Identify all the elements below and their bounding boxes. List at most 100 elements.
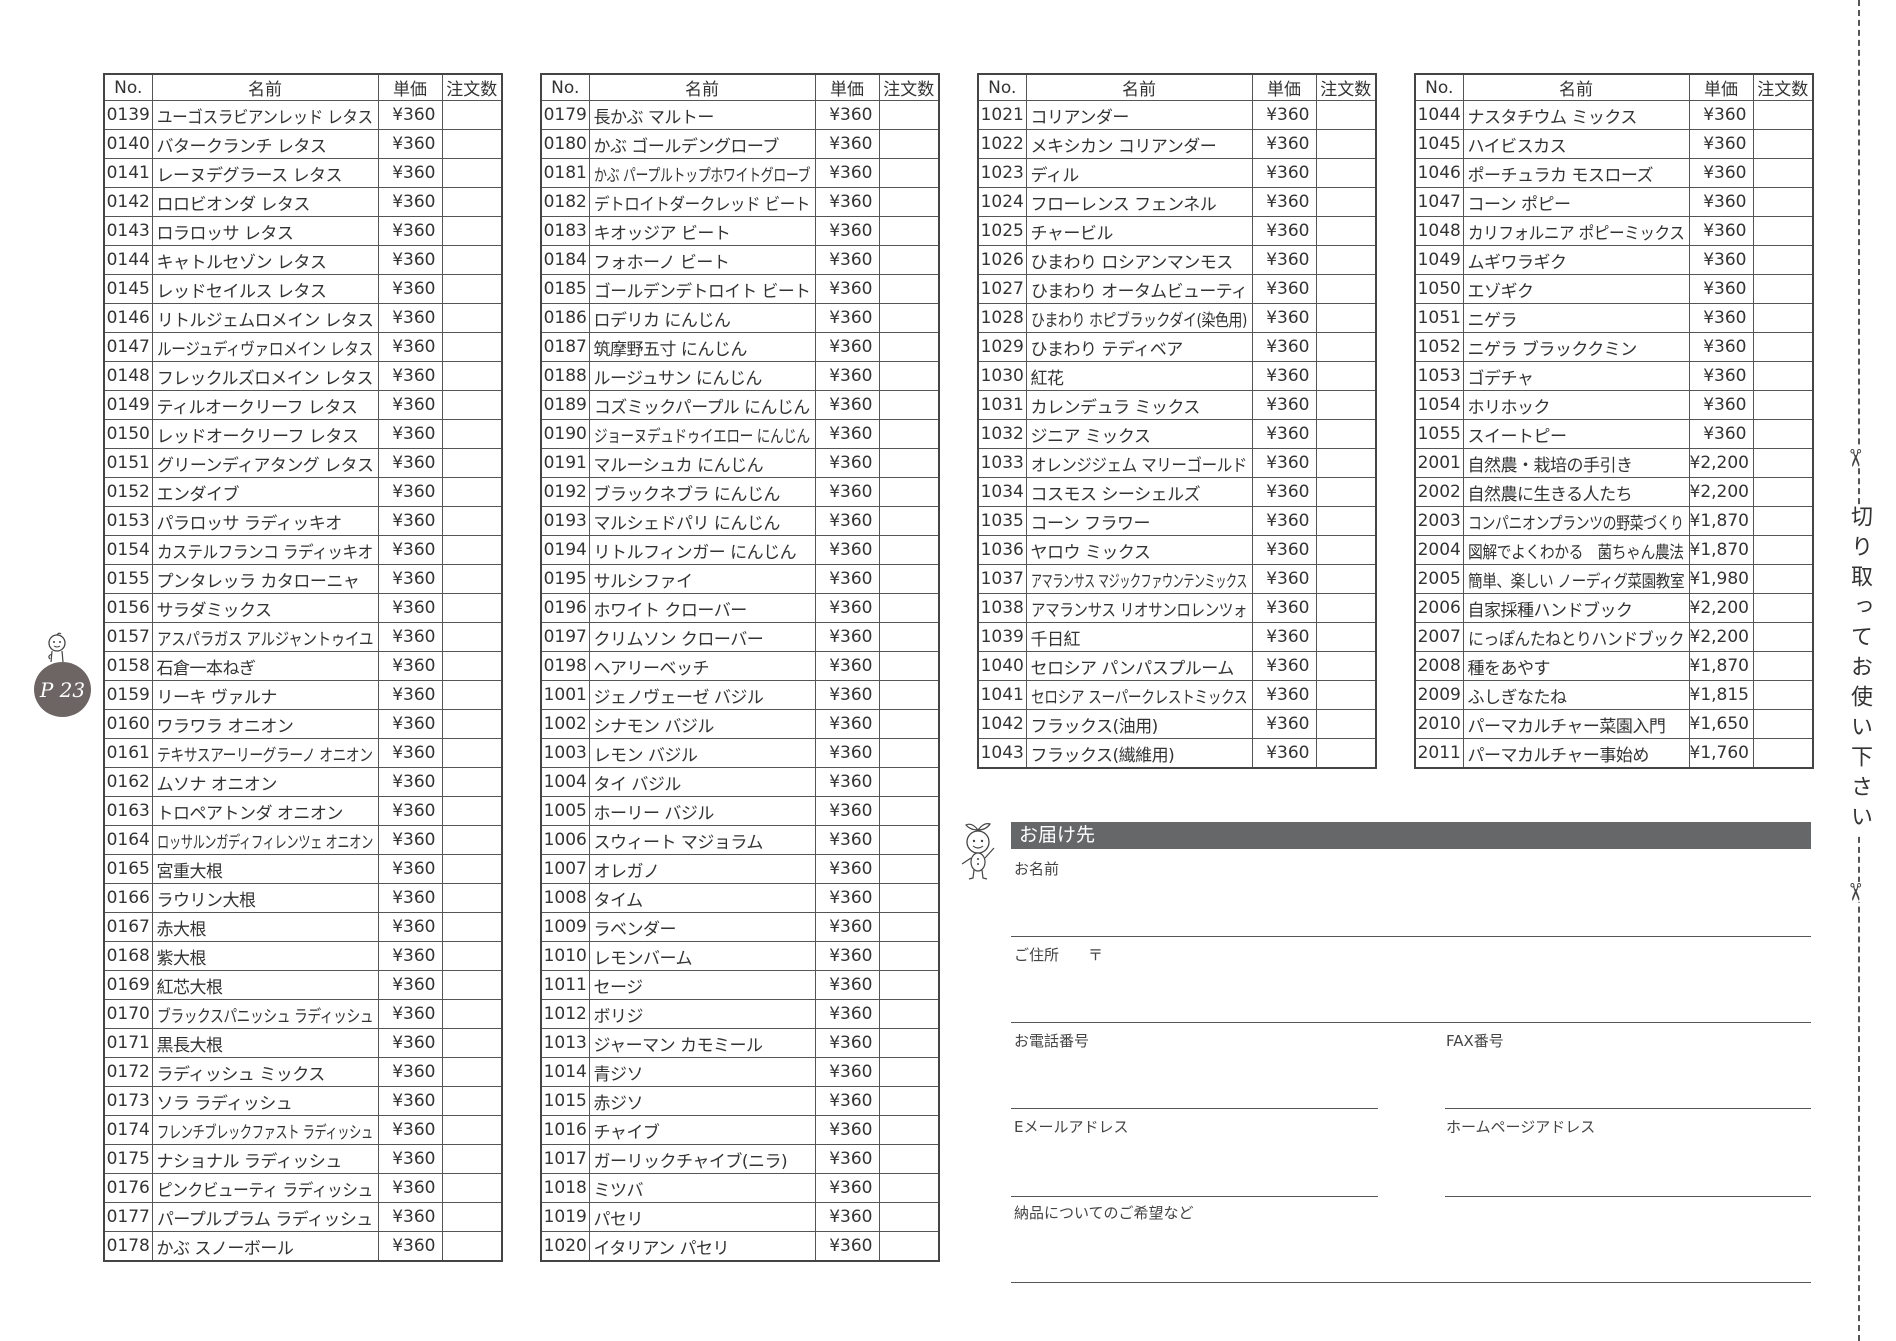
quantity-field[interactable] bbox=[1752, 129, 1814, 159]
quantity-field[interactable] bbox=[878, 651, 940, 681]
quantity-field[interactable] bbox=[441, 970, 503, 1000]
quantity-field[interactable] bbox=[878, 709, 940, 739]
quantity-field[interactable] bbox=[441, 245, 503, 275]
quantity-field[interactable] bbox=[1315, 448, 1377, 478]
quantity-field[interactable] bbox=[878, 883, 940, 913]
quantity-field[interactable] bbox=[441, 767, 503, 797]
quantity-field[interactable] bbox=[1752, 216, 1814, 246]
quantity-field[interactable] bbox=[1752, 564, 1814, 594]
quantity-field[interactable] bbox=[878, 1173, 940, 1203]
quantity-field[interactable] bbox=[441, 593, 503, 623]
quantity-field[interactable] bbox=[878, 970, 940, 1000]
quantity-field[interactable] bbox=[878, 854, 940, 884]
quantity-field[interactable] bbox=[878, 1144, 940, 1174]
quantity-field[interactable] bbox=[878, 825, 940, 855]
quantity-field[interactable] bbox=[441, 274, 503, 304]
quantity-field[interactable] bbox=[441, 709, 503, 739]
quantity-field[interactable] bbox=[441, 825, 503, 855]
quantity-field[interactable] bbox=[1315, 622, 1377, 652]
quantity-field[interactable] bbox=[1315, 332, 1377, 362]
quantity-field[interactable] bbox=[441, 912, 503, 942]
quantity-field[interactable] bbox=[441, 941, 503, 971]
quantity-field[interactable] bbox=[1752, 593, 1814, 623]
quantity-field[interactable] bbox=[441, 622, 503, 652]
quantity-field[interactable] bbox=[1315, 303, 1377, 333]
quantity-field[interactable] bbox=[1752, 738, 1814, 769]
quantity-field[interactable] bbox=[1315, 361, 1377, 391]
quantity-field[interactable] bbox=[1752, 535, 1814, 565]
quantity-field[interactable] bbox=[878, 303, 940, 333]
quantity-field[interactable] bbox=[1315, 738, 1377, 769]
quantity-field[interactable] bbox=[441, 332, 503, 362]
quantity-field[interactable] bbox=[441, 680, 503, 710]
quantity-field[interactable] bbox=[878, 680, 940, 710]
quantity-field[interactable] bbox=[1315, 187, 1377, 217]
quantity-field[interactable] bbox=[1315, 245, 1377, 275]
quantity-field[interactable] bbox=[1315, 709, 1377, 739]
quantity-field[interactable] bbox=[1315, 593, 1377, 623]
quantity-field[interactable] bbox=[878, 1231, 940, 1262]
quantity-field[interactable] bbox=[441, 129, 503, 159]
quantity-field[interactable] bbox=[878, 1086, 940, 1116]
quantity-field[interactable] bbox=[1315, 506, 1377, 536]
quantity-field[interactable] bbox=[1752, 187, 1814, 217]
quantity-field[interactable] bbox=[441, 216, 503, 246]
quantity-field[interactable] bbox=[878, 738, 940, 768]
quantity-field[interactable] bbox=[1752, 303, 1814, 333]
quantity-field[interactable] bbox=[878, 477, 940, 507]
quantity-field[interactable] bbox=[878, 216, 940, 246]
homepage-field[interactable] bbox=[1445, 1196, 1811, 1197]
quantity-field[interactable] bbox=[1752, 245, 1814, 275]
quantity-field[interactable] bbox=[1315, 158, 1377, 188]
quantity-field[interactable] bbox=[441, 651, 503, 681]
quantity-field[interactable] bbox=[1315, 680, 1377, 710]
quantity-field[interactable] bbox=[1315, 564, 1377, 594]
phone-field[interactable] bbox=[1011, 1108, 1378, 1109]
quantity-field[interactable] bbox=[1752, 332, 1814, 362]
quantity-field[interactable] bbox=[878, 419, 940, 449]
quantity-field[interactable] bbox=[1752, 100, 1814, 130]
quantity-field[interactable] bbox=[1315, 100, 1377, 130]
quantity-field[interactable] bbox=[1315, 216, 1377, 246]
email-field[interactable] bbox=[1011, 1196, 1378, 1197]
quantity-field[interactable] bbox=[878, 506, 940, 536]
quantity-field[interactable] bbox=[1752, 709, 1814, 739]
quantity-field[interactable] bbox=[878, 361, 940, 391]
quantity-field[interactable] bbox=[878, 390, 940, 420]
quantity-field[interactable] bbox=[1752, 622, 1814, 652]
quantity-field[interactable] bbox=[441, 506, 503, 536]
fax-field[interactable] bbox=[1445, 1108, 1811, 1109]
address-field[interactable] bbox=[1011, 1022, 1811, 1023]
quantity-field[interactable] bbox=[441, 303, 503, 333]
quantity-field[interactable] bbox=[878, 129, 940, 159]
quantity-field[interactable] bbox=[1315, 419, 1377, 449]
name-field[interactable] bbox=[1011, 936, 1811, 937]
quantity-field[interactable] bbox=[441, 1115, 503, 1145]
quantity-field[interactable] bbox=[441, 796, 503, 826]
quantity-field[interactable] bbox=[441, 738, 503, 768]
quantity-field[interactable] bbox=[441, 883, 503, 913]
quantity-field[interactable] bbox=[878, 564, 940, 594]
quantity-field[interactable] bbox=[878, 912, 940, 942]
quantity-field[interactable] bbox=[441, 1086, 503, 1116]
quantity-field[interactable] bbox=[878, 796, 940, 826]
quantity-field[interactable] bbox=[441, 564, 503, 594]
quantity-field[interactable] bbox=[441, 477, 503, 507]
quantity-field[interactable] bbox=[441, 1057, 503, 1087]
quantity-field[interactable] bbox=[878, 158, 940, 188]
quantity-field[interactable] bbox=[441, 1202, 503, 1232]
quantity-field[interactable] bbox=[441, 361, 503, 391]
quantity-field[interactable] bbox=[441, 1144, 503, 1174]
quantity-field[interactable] bbox=[878, 1028, 940, 1058]
quantity-field[interactable] bbox=[878, 593, 940, 623]
quantity-field[interactable] bbox=[441, 999, 503, 1029]
quantity-field[interactable] bbox=[441, 390, 503, 420]
quantity-field[interactable] bbox=[441, 187, 503, 217]
quantity-field[interactable] bbox=[1315, 274, 1377, 304]
quantity-field[interactable] bbox=[878, 999, 940, 1029]
quantity-field[interactable] bbox=[878, 332, 940, 362]
quantity-field[interactable] bbox=[1752, 274, 1814, 304]
quantity-field[interactable] bbox=[441, 1173, 503, 1203]
quantity-field[interactable] bbox=[878, 187, 940, 217]
quantity-field[interactable] bbox=[1752, 680, 1814, 710]
